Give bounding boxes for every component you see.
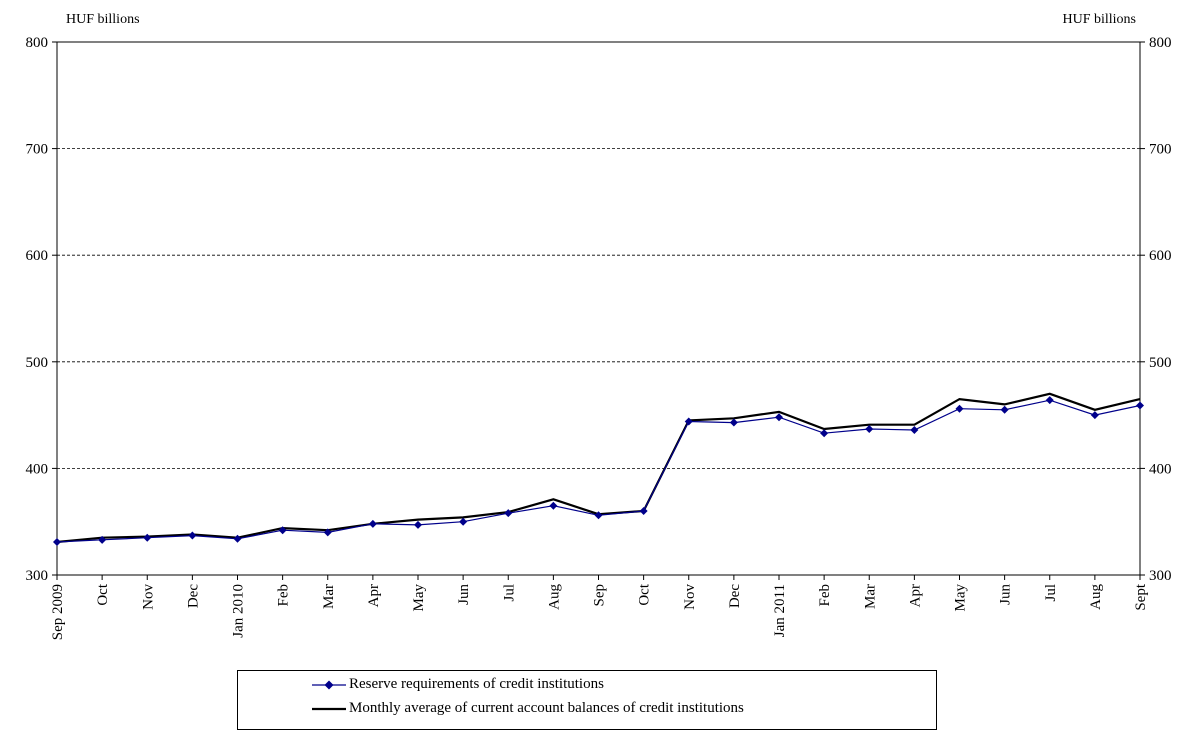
data-point-reserve	[1136, 401, 1144, 410]
x-tick-label: Nov	[682, 584, 698, 610]
data-point-reserve	[955, 404, 964, 413]
x-tick-label: Mar	[321, 584, 337, 609]
data-point-reserve	[1000, 405, 1009, 414]
x-tick-label: Apr	[907, 584, 923, 607]
data-point-reserve	[910, 426, 919, 435]
x-tick-label: Dec	[185, 584, 201, 608]
data-point-reserve	[549, 501, 558, 510]
legend-swatch-reserve	[312, 680, 346, 690]
series-layer	[53, 392, 1144, 546]
series-line-current-account	[56, 392, 1141, 544]
data-point-reserve	[594, 511, 603, 520]
x-tick-label: Mar	[862, 584, 878, 609]
y-tick-label-left: 600	[26, 248, 49, 264]
x-tick-label: Aug	[1088, 584, 1104, 610]
data-point-reserve	[684, 417, 693, 426]
data-point-reserve	[865, 424, 874, 433]
legend-swatch-current	[312, 707, 346, 710]
y-tick-label-right: 600	[1149, 248, 1172, 264]
legend-label-reserve: Reserve requirements of credit instituti…	[349, 676, 604, 693]
data-point-reserve	[1090, 411, 1099, 420]
x-tick-label: Sep 2009	[50, 584, 66, 640]
grid-lines	[57, 148, 1140, 469]
plot-area-frame	[56, 41, 1141, 576]
data-point-reserve	[775, 413, 783, 422]
x-tick-label: Jun	[456, 584, 472, 605]
data-point-reserve	[278, 526, 287, 535]
legend-item-reserve-requirements: Reserve requirements of credit instituti…	[312, 676, 604, 693]
x-tick-label: Sept	[1133, 583, 1149, 611]
legend-label-current: Monthly average of current account balan…	[349, 700, 744, 717]
data-point-reserve	[1045, 396, 1054, 405]
legend: Reserve requirements of credit instituti…	[237, 670, 937, 730]
y-axis-ticks: 300 300 400 400 500 500 600 600 700 700 800 800	[26, 35, 1172, 584]
series-line-reserve-requirements	[56, 399, 1141, 543]
x-tick-label: Jun	[998, 584, 1014, 605]
y-axis-unit-right: HUF billions	[1062, 12, 1136, 27]
y-tick-label-left: 500	[26, 355, 49, 371]
data-point-reserve	[820, 429, 829, 438]
data-point-reserve	[98, 535, 107, 544]
data-point-reserve	[459, 517, 468, 526]
x-tick-label: Oct	[637, 583, 653, 605]
data-point-reserve	[233, 534, 242, 543]
x-tick-label: Feb	[276, 584, 292, 607]
x-tick-label: May	[953, 584, 969, 612]
y-tick-label-right: 400	[1149, 461, 1172, 477]
data-point-reserve	[143, 533, 152, 542]
data-point-reserve	[323, 528, 332, 537]
y-tick-label-right: 800	[1149, 35, 1172, 51]
data-point-reserve	[368, 519, 377, 528]
x-tick-label: Jul	[1043, 584, 1059, 602]
y-tick-label-right: 500	[1149, 355, 1172, 371]
x-tick-label: Apr	[366, 584, 382, 607]
x-tick-label: Dec	[727, 584, 743, 608]
data-point-reserve	[729, 418, 738, 427]
data-point-reserve	[504, 509, 513, 518]
x-tick-label: Jan 2011	[772, 584, 788, 637]
data-point-reserve	[53, 537, 61, 546]
y-tick-label-right: 700	[1149, 142, 1172, 158]
x-tick-label: May	[411, 584, 427, 612]
x-tick-label: Sep	[592, 584, 608, 607]
x-tick-label: Oct	[95, 583, 111, 605]
data-point-reserve	[188, 531, 197, 540]
y-axis-unit-left: HUF billions	[66, 12, 140, 27]
x-tick-label: Nov	[140, 584, 156, 610]
y-tick-label-left: 300	[26, 568, 49, 584]
y-tick-label-right: 300	[1149, 568, 1172, 584]
y-tick-label-left: 700	[26, 142, 49, 158]
x-tick-label: Jul	[501, 584, 517, 602]
y-tick-label-left: 800	[26, 35, 49, 51]
data-point-reserve	[639, 507, 648, 516]
data-point-reserve	[414, 520, 422, 529]
y-tick-label-left: 400	[26, 461, 49, 477]
x-axis-ticks: Sep 2009 Oct Nov Dec Jan 2010 Feb Mar Apr May Jun…	[50, 575, 1149, 640]
x-tick-label: Feb	[817, 584, 833, 607]
x-tick-label: Aug	[546, 584, 562, 610]
legend-item-current-account-balances: Monthly average of current account balan…	[312, 700, 744, 717]
x-tick-label: Jan 2010	[231, 584, 247, 638]
